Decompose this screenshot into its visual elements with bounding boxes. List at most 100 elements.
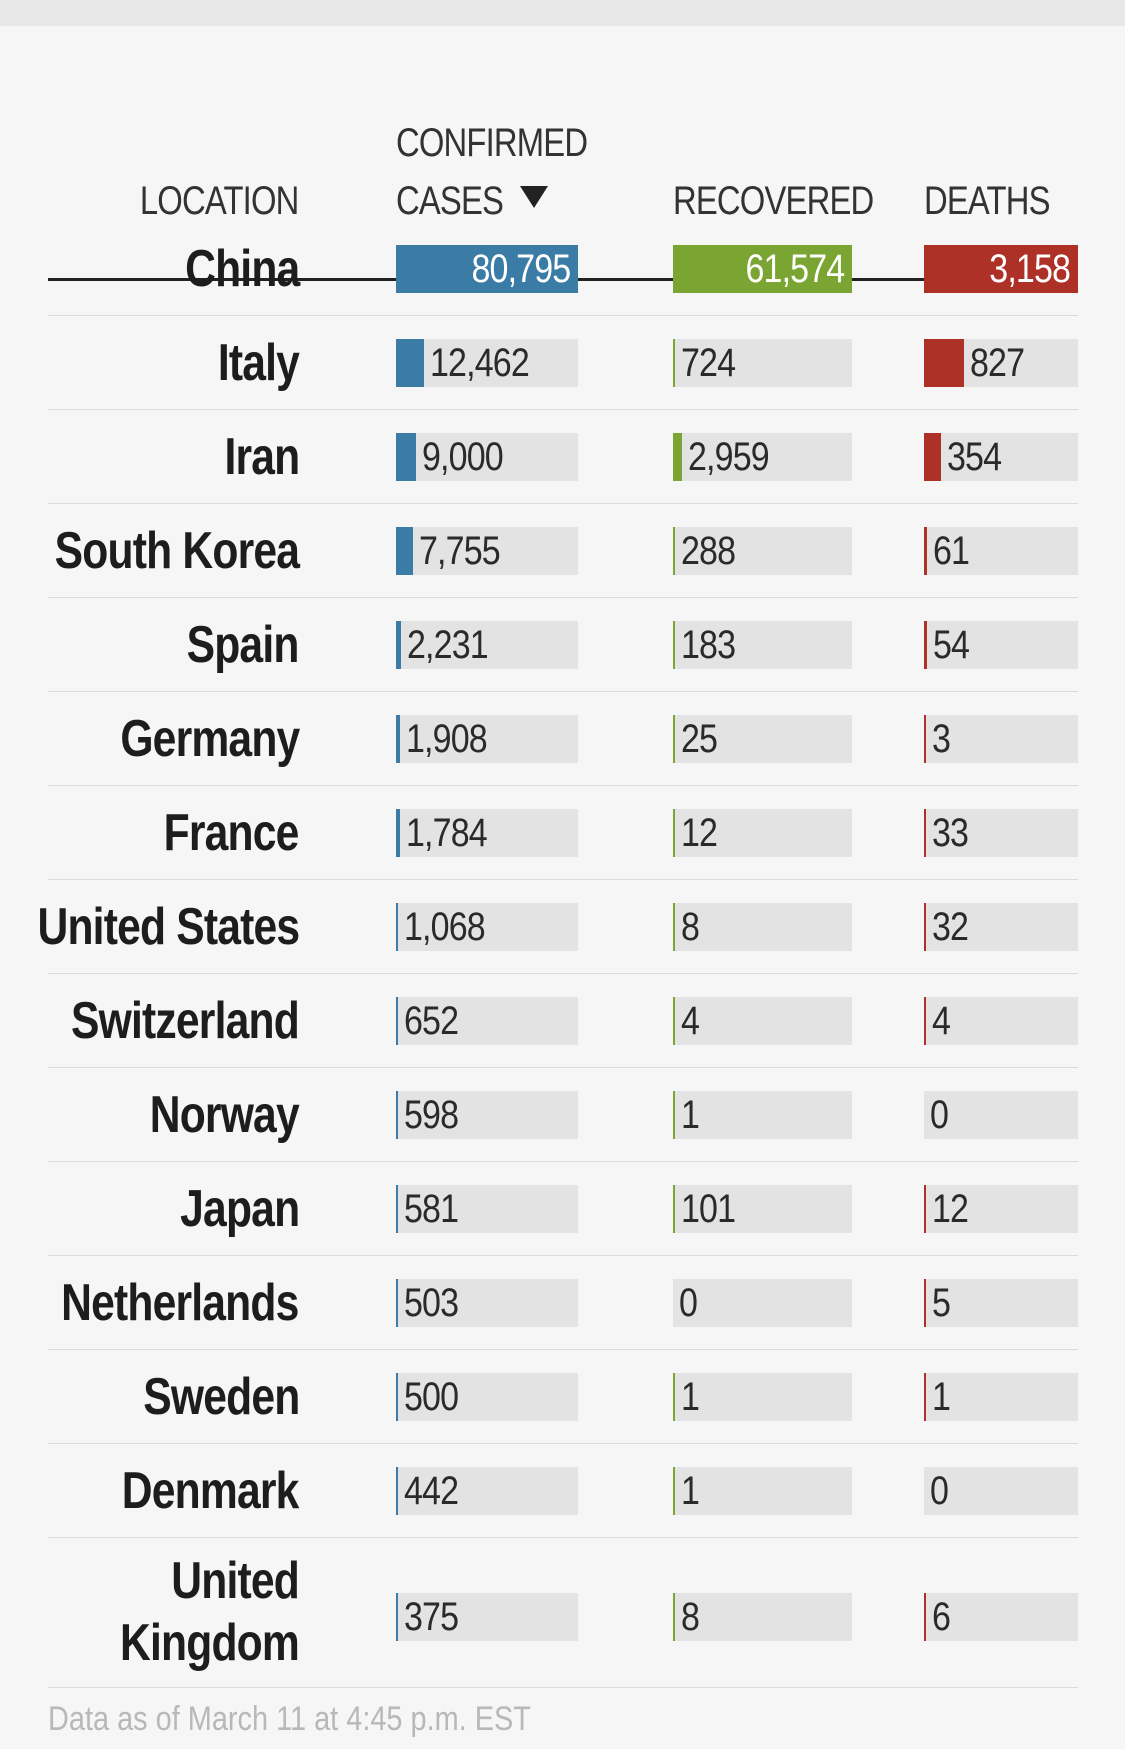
recovered-cell: 1 (673, 1467, 852, 1515)
sort-descending-icon[interactable] (520, 186, 548, 208)
confirmed-cell: 12,462 (396, 339, 578, 387)
deaths-bar (924, 621, 927, 669)
deaths-value: 3 (932, 717, 951, 761)
recovered-value: 8 (681, 905, 700, 949)
confirmed-cell: 652 (396, 997, 578, 1045)
recovered-value: 724 (681, 341, 736, 385)
confirmed-cell: 503 (396, 1279, 578, 1327)
confirmed-value: 2,231 (407, 623, 489, 667)
row-divider (48, 1443, 1078, 1444)
confirmed-bar (396, 1185, 398, 1233)
data-timestamp-note: Data as of March 11 at 4:45 p.m. EST (48, 1700, 531, 1738)
deaths-value: 6 (932, 1595, 951, 1639)
location-label: United States (37, 898, 300, 956)
recovered-value: 61,574 (745, 247, 845, 291)
deaths-bar (924, 245, 1078, 293)
deaths-value: 5 (932, 1281, 951, 1325)
recovered-cell: 61,574 (673, 245, 852, 293)
recovered-bar (673, 997, 675, 1045)
row-divider (48, 1067, 1078, 1068)
deaths-cell: 354 (924, 433, 1078, 481)
deaths-value: 827 (970, 341, 1025, 385)
row-divider (48, 879, 1078, 880)
confirmed-bar (396, 1467, 398, 1515)
deaths-value: 32 (932, 905, 969, 949)
location-label: South Korea (54, 522, 300, 580)
table-row: United States 1,068 8 32 (0, 880, 1125, 974)
location-label: United Kingdom (119, 1552, 300, 1672)
table-row: Germany 1,908 25 3 (0, 692, 1125, 786)
deaths-cell: 1 (924, 1373, 1078, 1421)
location-label: Sweden (142, 1368, 300, 1426)
confirmed-value: 500 (404, 1375, 459, 1419)
deaths-cell: 32 (924, 903, 1078, 951)
deaths-bar (924, 715, 926, 763)
confirmed-value: 1,784 (406, 811, 488, 855)
deaths-bar (924, 997, 926, 1045)
row-divider (48, 1349, 1078, 1350)
deaths-cell: 33 (924, 809, 1078, 857)
confirmed-bar (396, 997, 398, 1045)
recovered-bar (673, 339, 675, 387)
table-row: Iran 9,000 2,959 354 (0, 410, 1125, 504)
deaths-bar (924, 1593, 926, 1641)
deaths-cell: 6 (924, 1593, 1078, 1641)
confirmed-cell: 442 (396, 1467, 578, 1515)
row-divider (48, 973, 1078, 974)
table-body: China 80,795 61,574 3,158 Italy 12,462 724 827 I… (0, 222, 1125, 1688)
recovered-bar (673, 1185, 675, 1233)
confirmed-cell: 1,908 (396, 715, 578, 763)
recovered-value: 0 (679, 1281, 698, 1325)
recovered-bar (673, 245, 852, 293)
header-recovered[interactable]: RECOVERED (673, 179, 874, 223)
confirmed-bar (396, 1373, 398, 1421)
deaths-bar (924, 1373, 926, 1421)
row-divider (48, 315, 1078, 316)
confirmed-value: 652 (404, 999, 459, 1043)
deaths-cell: 3 (924, 715, 1078, 763)
row-divider (48, 1161, 1078, 1162)
header-confirmed-cases[interactable]: CONFIRMED CASES (396, 114, 588, 230)
row-divider (48, 1255, 1078, 1256)
confirmed-value: 598 (404, 1093, 459, 1137)
header-deaths[interactable]: DEATHS (924, 179, 1051, 223)
recovered-value: 288 (681, 529, 736, 573)
location-label: Iran (224, 428, 300, 486)
confirmed-value: 9,000 (422, 435, 504, 479)
deaths-cell: 3,158 (924, 245, 1078, 293)
table-row: Sweden 500 1 1 (0, 1350, 1125, 1444)
confirmed-cell: 9,000 (396, 433, 578, 481)
recovered-cell: 1 (673, 1373, 852, 1421)
table-container: LOCATION CONFIRMED CASES RECOVERED DEATH… (0, 26, 1125, 1749)
row-divider (48, 409, 1078, 410)
deaths-bar (924, 809, 926, 857)
deaths-bar (924, 1185, 926, 1233)
recovered-cell: 101 (673, 1185, 852, 1233)
confirmed-cell: 500 (396, 1373, 578, 1421)
deaths-cell: 61 (924, 527, 1078, 575)
confirmed-cell: 7,755 (396, 527, 578, 575)
location-label: Norway (149, 1086, 300, 1144)
recovered-bar (673, 715, 675, 763)
confirmed-value: 442 (404, 1469, 459, 1513)
deaths-cell: 4 (924, 997, 1078, 1045)
recovered-value: 183 (681, 623, 736, 667)
table-header: LOCATION CONFIRMED CASES RECOVERED DEATH… (0, 86, 1125, 281)
confirmed-value: 80,795 (471, 247, 571, 291)
table-row: Denmark 442 1 0 (0, 1444, 1125, 1538)
confirmed-bar (396, 339, 424, 387)
deaths-cell: 5 (924, 1279, 1078, 1327)
table-row: South Korea 7,755 288 61 (0, 504, 1125, 598)
deaths-bar (924, 527, 927, 575)
row-divider (48, 503, 1078, 504)
recovered-cell: 4 (673, 997, 852, 1045)
confirmed-value: 1,908 (406, 717, 488, 761)
row-divider (48, 1687, 1078, 1688)
recovered-value: 12 (681, 811, 718, 855)
confirmed-cell: 1,784 (396, 809, 578, 857)
header-location[interactable]: LOCATION (140, 179, 300, 223)
deaths-value: 1 (932, 1375, 951, 1419)
recovered-value: 4 (681, 999, 700, 1043)
recovered-bar (673, 1091, 675, 1139)
deaths-value: 0 (930, 1093, 949, 1137)
